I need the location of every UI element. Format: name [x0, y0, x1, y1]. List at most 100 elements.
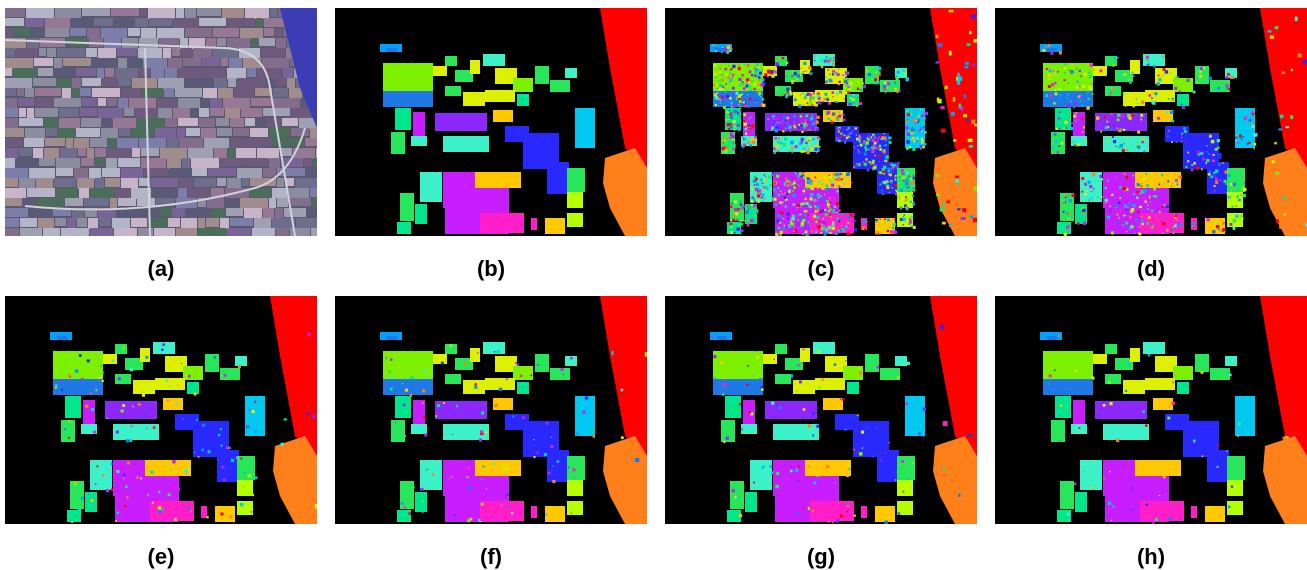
land-cover-field	[421, 389, 426, 393]
land-cover-field	[855, 165, 858, 168]
land-cover-field	[901, 460, 905, 463]
land-cover-field	[835, 178, 838, 181]
land-cover-field	[124, 504, 127, 508]
land-cover-field	[122, 346, 125, 350]
land-parcel	[61, 228, 89, 236]
land-cover-field	[763, 186, 765, 189]
land-cover-field	[1093, 354, 1107, 364]
land-cover-field	[1180, 136, 1184, 139]
land-cover-field	[915, 136, 919, 141]
land-cover-field	[1108, 381, 1111, 384]
land-cover-field	[846, 129, 848, 131]
land-parcel	[16, 48, 38, 57]
land-cover-field	[1200, 370, 1204, 374]
land-parcel	[90, 188, 114, 199]
land-cover-field	[777, 180, 781, 183]
land-cover-field	[1109, 402, 1113, 406]
land-cover-field	[788, 92, 792, 97]
land-cover-field	[67, 374, 71, 377]
land-cover-field	[754, 138, 758, 142]
land-cover-field	[779, 190, 782, 192]
land-cover-field	[910, 181, 914, 186]
land-cover-field	[836, 217, 840, 221]
land-parcel	[141, 148, 159, 156]
land-cover-field	[952, 97, 956, 102]
land-parcel	[178, 68, 206, 78]
land-cover-field	[802, 224, 807, 229]
land-cover-field	[1065, 127, 1067, 129]
land-cover-field	[102, 371, 105, 374]
land-cover-field	[807, 138, 811, 142]
land-cover-field	[822, 345, 826, 348]
land-cover-field	[187, 382, 199, 394]
land-cover-field	[814, 200, 816, 202]
land-cover-field	[891, 90, 893, 92]
land-cover-field	[790, 222, 795, 226]
land-cover-field	[1304, 223, 1307, 227]
land-cover-field	[251, 493, 255, 497]
land-cover-field	[1157, 76, 1160, 79]
land-cover-field	[728, 229, 730, 232]
land-cover-field	[390, 376, 393, 380]
land-cover-field	[847, 91, 850, 94]
land-cover-field	[1229, 182, 1234, 186]
land-cover-field	[735, 96, 738, 99]
land-cover-field	[1101, 196, 1103, 198]
land-parcel	[14, 28, 30, 36]
land-cover-field	[1137, 145, 1141, 149]
land-cover-field	[724, 91, 726, 93]
land-cover-field	[1136, 190, 1139, 194]
land-cover-field	[834, 481, 836, 483]
land-parcel	[115, 188, 130, 199]
land-cover-field	[858, 367, 861, 369]
land-cover-field	[797, 480, 799, 482]
coastal-region	[930, 8, 977, 168]
land-cover-field	[711, 335, 714, 338]
land-cover-field	[1071, 424, 1087, 434]
land-cover-field	[830, 183, 835, 187]
land-cover-field	[736, 123, 740, 127]
land-cover-field	[776, 219, 780, 224]
land-cover-field	[853, 448, 855, 451]
land-cover-field	[805, 104, 808, 107]
land-cover-field	[1084, 182, 1086, 185]
land-cover-field	[879, 133, 881, 135]
land-cover-field	[1075, 133, 1079, 136]
land-cover-field	[1155, 227, 1159, 231]
land-cover-field	[1151, 100, 1155, 104]
land-cover-field	[1201, 455, 1204, 458]
land-parcel	[101, 128, 118, 138]
land-cover-field	[841, 213, 844, 216]
land-cover-field	[722, 383, 727, 387]
land-parcel	[259, 38, 275, 46]
land-cover-field	[717, 80, 720, 83]
land-cover-field	[800, 137, 805, 142]
land-cover-field	[815, 220, 818, 224]
land-cover-field	[1240, 216, 1244, 220]
land-cover-field	[879, 459, 882, 462]
land-cover-field	[71, 521, 73, 524]
land-parcel	[295, 178, 317, 188]
land-cover-field	[758, 93, 761, 96]
land-cover-field	[773, 151, 776, 155]
land-cover-field	[1148, 197, 1151, 199]
land-cover-field	[1222, 228, 1226, 232]
land-cover-field	[100, 365, 102, 367]
land-cover-field	[804, 221, 806, 224]
land-parcel	[35, 108, 58, 117]
urban-region	[933, 436, 977, 524]
land-cover-field	[968, 434, 973, 437]
land-cover-field	[1193, 162, 1196, 165]
land-parcel	[138, 228, 153, 236]
land-cover-field	[1083, 470, 1086, 473]
land-cover-field	[1241, 176, 1243, 179]
land-cover-field	[155, 378, 185, 390]
land-cover-field	[1147, 353, 1151, 357]
land-parcel	[230, 218, 253, 226]
land-cover-field	[1075, 112, 1077, 114]
land-cover-field	[800, 124, 803, 127]
land-cover-field	[780, 211, 784, 215]
land-cover-field	[829, 231, 832, 234]
land-cover-field	[899, 188, 904, 193]
land-cover-field	[411, 136, 427, 146]
